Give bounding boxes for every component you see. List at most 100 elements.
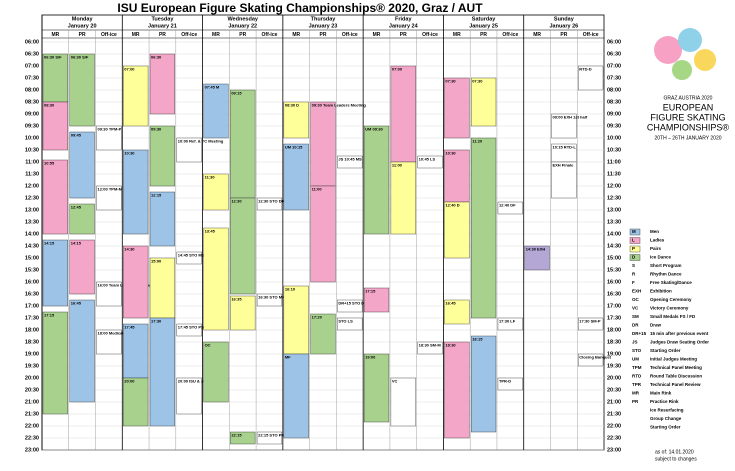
event-block: [256, 431, 283, 445]
event-label: 19:00: [365, 355, 376, 360]
time-label: 06:00: [607, 39, 621, 45]
column-label: Off-ice: [262, 32, 278, 38]
event-label: 12:30: [231, 199, 242, 204]
time-label: 22:30: [607, 435, 621, 441]
time-label: 18:00: [25, 327, 39, 333]
column-label: MR: [212, 32, 220, 38]
event-block: [42, 239, 68, 307]
event-label: 10:15 RTD-L: [552, 145, 576, 150]
logo: GRAZ AUSTRIA 2020 EUROPEAN FIGURE SKATIN…: [647, 28, 729, 141]
time-label: 07:00: [25, 63, 39, 69]
event-block: [69, 299, 95, 403]
event-label: 18:30 SM-M: [419, 343, 442, 348]
legend-key: TPR: [632, 382, 642, 387]
event-label: 17:30: [151, 319, 162, 324]
legend-text: Ice Resurfacing: [650, 408, 684, 413]
time-label: 19:30: [607, 363, 621, 369]
event-label: 16:45: [445, 301, 456, 306]
legend-key: M: [632, 229, 636, 234]
legend-text: Starting Order: [650, 425, 681, 430]
event-label: 14:30: [124, 247, 135, 252]
event-block: [149, 125, 176, 187]
day-name: Thursday: [311, 16, 337, 22]
time-label: 11:30: [607, 171, 621, 177]
event-label: VC: [392, 379, 398, 384]
event-block: [470, 335, 497, 433]
event-label: 18:15: [472, 337, 483, 342]
event-label: 16:10: [285, 287, 296, 292]
column-label: MR: [132, 32, 140, 38]
event-block: [470, 77, 497, 127]
event-block: [444, 77, 470, 139]
column-label: Off-ice: [342, 32, 358, 38]
event-block: [42, 311, 68, 415]
event-block: [203, 83, 229, 139]
day-date: January 25: [469, 23, 498, 29]
event-label: 18:30: [445, 343, 456, 348]
legend-text: Ladies: [650, 238, 665, 243]
event-label: 10:00 Ref. & TC Meeting: [178, 139, 224, 144]
legend-text: Rhythm Dance: [650, 272, 682, 277]
time-label: 21:00: [25, 399, 39, 405]
time-label: 22:30: [25, 435, 39, 441]
time-label: 17:00: [25, 303, 39, 309]
event-block: [578, 317, 604, 331]
event-block: [337, 155, 363, 169]
event-block: [203, 227, 229, 331]
event-label: 16:35: [231, 297, 242, 302]
column-label: PR: [79, 32, 86, 38]
event-block: [363, 125, 390, 235]
event-label: 14:15: [44, 241, 55, 246]
time-label: 21:00: [607, 399, 621, 405]
legend-key: SM: [632, 314, 639, 319]
event-block: [123, 323, 149, 379]
time-label: 11:00: [607, 159, 621, 165]
event-label: 22:15: [231, 433, 242, 438]
legend-text: Opening Ceremony: [650, 297, 692, 302]
title: ISU European Figure Skating Championship…: [117, 1, 483, 15]
time-label: 11:30: [25, 171, 39, 177]
event-label: 08:30 D: [285, 103, 299, 108]
event-block: [176, 323, 202, 337]
legend-key: P: [632, 246, 635, 251]
time-label: 13:00: [25, 207, 39, 213]
day-date: January 26: [549, 23, 578, 29]
column-label: Off-ice: [583, 32, 599, 38]
column-label: MR: [453, 32, 461, 38]
event-label: 09:45: [71, 133, 82, 138]
event-block: [497, 201, 523, 215]
event-label: 11:20: [472, 139, 483, 144]
time-label: 13:00: [607, 207, 621, 213]
legend-text: Victory Ceremony: [650, 306, 689, 311]
time-label: 13:30: [25, 219, 39, 225]
event-label: 20:00: [124, 379, 135, 384]
event-block: [203, 341, 229, 403]
day-name: Sunday: [554, 16, 575, 22]
time-label: 09:00: [25, 111, 39, 117]
event-label: 12:30 STO DR: [258, 199, 284, 204]
time-label: 16:30: [607, 291, 621, 297]
event-label: TPR-D: [499, 379, 511, 384]
footer: as of: 14.01.2020: [655, 449, 694, 455]
legend-text: Small Medals FS / FD: [650, 314, 696, 319]
legend-text: Initial Judges Meeting: [650, 357, 697, 362]
event-label: 15:00: [151, 259, 162, 264]
time-label: 13:30: [607, 219, 621, 225]
event-label: 10:55: [44, 161, 55, 166]
time-label: 14:00: [607, 231, 621, 237]
column-label: PR: [320, 32, 327, 38]
event-block: [176, 251, 202, 265]
event-block: [497, 377, 523, 391]
legend-key: L: [632, 238, 635, 243]
time-label: 15:30: [25, 267, 39, 273]
event-block: [390, 161, 416, 235]
legend-key: DR: [632, 323, 639, 328]
event-block: [69, 203, 95, 235]
event-block: [230, 197, 256, 295]
event-block: [310, 101, 336, 187]
event-label: 09:00 EXH 1st half: [552, 115, 587, 120]
time-label: 12:00: [607, 183, 621, 189]
event-label: UM 10:15: [285, 145, 303, 150]
event-block: [123, 245, 149, 319]
event-label: 07:00: [392, 67, 403, 72]
